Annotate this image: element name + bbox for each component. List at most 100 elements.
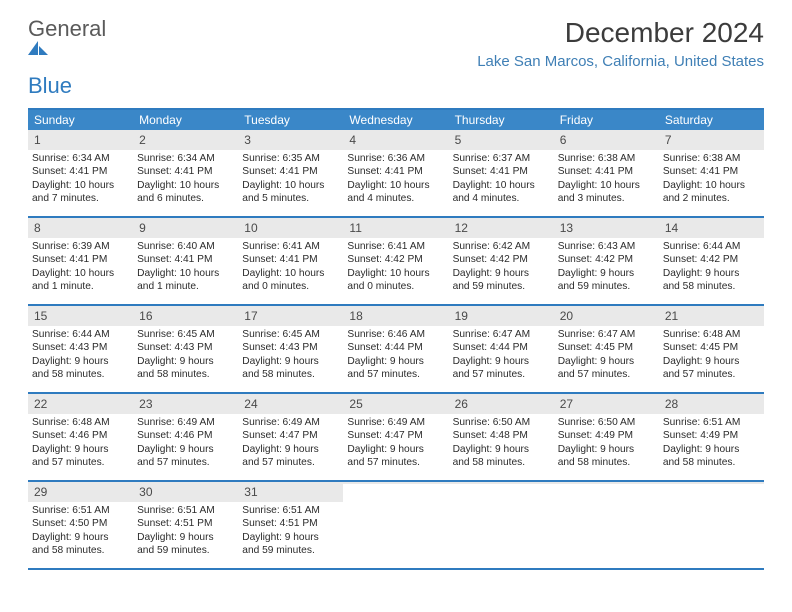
day-number-bar: 29: [28, 482, 133, 502]
day-line: Sunrise: 6:48 AM: [32, 416, 129, 429]
day-line: and 57 minutes.: [558, 368, 655, 381]
day-number-bar: 10: [238, 218, 343, 238]
day-number-bar: 14: [659, 218, 764, 238]
day-line: Sunset: 4:49 PM: [558, 429, 655, 442]
day-number: 6: [560, 133, 567, 147]
day-line: Sunset: 4:41 PM: [347, 165, 444, 178]
day-number-bar: 30: [133, 482, 238, 502]
day-body: Sunrise: 6:45 AMSunset: 4:43 PMDaylight:…: [242, 328, 339, 382]
day-cell: 29Sunrise: 6:51 AMSunset: 4:50 PMDayligh…: [28, 482, 133, 568]
day-body: Sunrise: 6:40 AMSunset: 4:41 PMDaylight:…: [137, 240, 234, 294]
day-line: Daylight: 9 hours: [242, 355, 339, 368]
day-line: Daylight: 9 hours: [558, 443, 655, 456]
day-line: and 5 minutes.: [242, 192, 339, 205]
day-body: Sunrise: 6:47 AMSunset: 4:44 PMDaylight:…: [453, 328, 550, 382]
day-cell: 30Sunrise: 6:51 AMSunset: 4:51 PMDayligh…: [133, 482, 238, 568]
day-body: Sunrise: 6:49 AMSunset: 4:46 PMDaylight:…: [137, 416, 234, 470]
day-line: Daylight: 10 hours: [558, 179, 655, 192]
day-line: and 1 minute.: [137, 280, 234, 293]
day-line: Daylight: 9 hours: [32, 355, 129, 368]
day-number: 11: [349, 221, 361, 235]
brand-word-2: Blue: [28, 73, 72, 98]
day-line: and 57 minutes.: [32, 456, 129, 469]
location-text: Lake San Marcos, California, United Stat…: [477, 53, 764, 70]
day-line: Daylight: 9 hours: [137, 355, 234, 368]
day-line: Sunrise: 6:44 AM: [663, 240, 760, 253]
day-cell: 23 Sunrise: 6:49 AMSunset: 4:46 PMDayligh…: [133, 394, 238, 480]
day-line: and 4 minutes.: [453, 192, 550, 205]
day-line: Daylight: 9 hours: [663, 443, 760, 456]
day-line: Sunrise: 6:42 AM: [453, 240, 550, 253]
day-line: Sunrise: 6:37 AM: [453, 152, 550, 165]
day-number-bar: 15: [28, 306, 133, 326]
day-line: Daylight: 9 hours: [137, 531, 234, 544]
day-cell: [449, 482, 554, 568]
day-number-bar: [343, 482, 448, 484]
day-line: Sunset: 4:46 PM: [137, 429, 234, 442]
day-cell: 15Sunrise: 6:44 AMSunset: 4:43 PMDayligh…: [28, 306, 133, 392]
calendar-page: General Blue December 2024 Lake San Marc…: [0, 0, 792, 612]
day-number-bar: 4: [343, 130, 448, 150]
day-number-bar: 6: [554, 130, 659, 150]
day-body: Sunrise: 6:35 AMSunset: 4:41 PMDaylight:…: [242, 152, 339, 206]
day-line: Sunset: 4:47 PM: [347, 429, 444, 442]
day-number: 7: [665, 133, 672, 147]
day-line: Daylight: 9 hours: [453, 355, 550, 368]
day-line: Daylight: 10 hours: [663, 179, 760, 192]
day-line: Sunrise: 6:51 AM: [32, 504, 129, 517]
day-cell: 2Sunrise: 6:34 AMSunset: 4:41 PMDaylight…: [133, 130, 238, 216]
day-line: Sunrise: 6:49 AM: [137, 416, 234, 429]
day-number-bar: 2: [133, 130, 238, 150]
day-cell: 11 Sunrise: 6:41 AMSunset: 4:42 PMDayligh…: [343, 218, 448, 304]
day-cell: 28Sunrise: 6:51 AMSunset: 4:49 PMDayligh…: [659, 394, 764, 480]
day-number-bar: 26: [449, 394, 554, 414]
day-number-bar: 12: [449, 218, 554, 238]
day-cell: [659, 482, 764, 568]
day-line: Sunset: 4:41 PM: [558, 165, 655, 178]
day-body: Sunrise: 6:48 AMSunset: 4:46 PMDaylight:…: [32, 416, 129, 470]
weekday-header: Tuesday: [238, 110, 343, 130]
day-number: 23: [139, 397, 152, 411]
day-line: Sunrise: 6:50 AM: [453, 416, 550, 429]
day-body: Sunrise: 6:34 AMSunset: 4:41 PMDaylight:…: [137, 152, 234, 206]
day-line: and 2 minutes.: [663, 192, 760, 205]
day-cell: 25Sunrise: 6:49 AMSunset: 4:47 PMDayligh…: [343, 394, 448, 480]
day-line: Sunrise: 6:45 AM: [242, 328, 339, 341]
day-line: Sunset: 4:42 PM: [347, 253, 444, 266]
day-line: and 57 minutes.: [347, 456, 444, 469]
day-body: Sunrise: 6:41 AMSunset: 4:42 PMDaylight:…: [347, 240, 444, 294]
day-line: Sunset: 4:42 PM: [558, 253, 655, 266]
day-cell: 26Sunrise: 6:50 AMSunset: 4:48 PMDayligh…: [449, 394, 554, 480]
day-line: Sunset: 4:45 PM: [663, 341, 760, 354]
day-number: 16: [139, 309, 152, 323]
day-number: 22: [34, 397, 47, 411]
day-line: Daylight: 10 hours: [32, 179, 129, 192]
day-line: Sunset: 4:50 PM: [32, 517, 129, 530]
day-line: Sunset: 4:51 PM: [242, 517, 339, 530]
day-line: Sunset: 4:43 PM: [32, 341, 129, 354]
day-cell: 18Sunrise: 6:46 AMSunset: 4:44 PMDayligh…: [343, 306, 448, 392]
day-line: and 58 minutes.: [137, 368, 234, 381]
day-cell: 10Sunrise: 6:41 AMSunset: 4:41 PMDayligh…: [238, 218, 343, 304]
weekday-header: Friday: [554, 110, 659, 130]
day-body: Sunrise: 6:49 AMSunset: 4:47 PMDaylight:…: [242, 416, 339, 470]
day-line: and 58 minutes.: [663, 456, 760, 469]
week-row: 29Sunrise: 6:51 AMSunset: 4:50 PMDayligh…: [28, 482, 764, 570]
sail-icon: [28, 41, 106, 57]
day-line: and 58 minutes.: [242, 368, 339, 381]
day-body: Sunrise: 6:47 AMSunset: 4:45 PMDaylight:…: [558, 328, 655, 382]
day-line: Sunrise: 6:51 AM: [137, 504, 234, 517]
day-body: Sunrise: 6:38 AMSunset: 4:41 PMDaylight:…: [663, 152, 760, 206]
day-line: Sunrise: 6:43 AM: [558, 240, 655, 253]
day-line: and 0 minutes.: [242, 280, 339, 293]
day-line: Sunrise: 6:50 AM: [558, 416, 655, 429]
day-number-bar: 1: [28, 130, 133, 150]
day-cell: 8Sunrise: 6:39 AMSunset: 4:41 PMDaylight…: [28, 218, 133, 304]
day-line: and 58 minutes.: [663, 280, 760, 293]
day-number: 3: [244, 133, 251, 147]
day-line: Sunrise: 6:47 AM: [558, 328, 655, 341]
day-cell: 19Sunrise: 6:47 AMSunset: 4:44 PMDayligh…: [449, 306, 554, 392]
day-body: Sunrise: 6:46 AMSunset: 4:44 PMDaylight:…: [347, 328, 444, 382]
day-line: Daylight: 9 hours: [558, 355, 655, 368]
day-number-bar: 22: [28, 394, 133, 414]
